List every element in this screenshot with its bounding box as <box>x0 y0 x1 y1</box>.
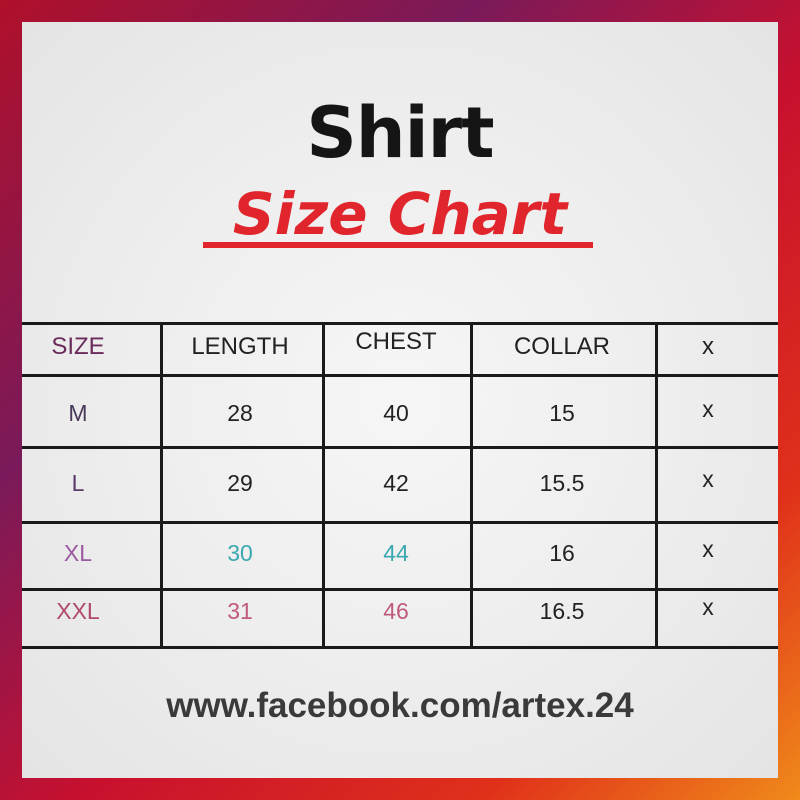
page-subtitle: Size Chart <box>232 180 568 248</box>
table-cell: 30 <box>227 540 253 566</box>
table-cell: 29 <box>227 470 253 496</box>
table-cell: XL <box>63 540 93 566</box>
page-title: Shirt <box>306 92 494 174</box>
table-column-divider <box>322 324 325 646</box>
table-cell: 42 <box>383 470 409 496</box>
table-cell: 15.5 <box>539 470 585 496</box>
table-header-cell: SIZE <box>51 333 105 360</box>
table-cell: L <box>71 470 85 496</box>
subtitle-underline <box>203 242 593 248</box>
table-cell: x <box>702 594 714 620</box>
table-cell: 44 <box>383 540 409 566</box>
table-row-divider <box>22 322 778 325</box>
table-cell: x <box>702 466 714 492</box>
table-header-cell: COLLAR <box>513 333 611 360</box>
table-row-divider <box>22 446 778 449</box>
table-column-divider <box>160 324 163 646</box>
table-header-cell: CHEST <box>355 328 437 355</box>
chart-card <box>22 22 778 778</box>
table-header-cell: x <box>702 333 714 360</box>
table-column-divider <box>470 324 473 646</box>
table-cell: M <box>68 400 88 426</box>
table-cell: XXL <box>56 598 100 624</box>
table-cell: 40 <box>383 400 409 426</box>
footer-url: www.facebook.com/artex.24 <box>166 686 634 725</box>
table-row-divider <box>22 646 778 649</box>
table-cell: x <box>702 396 714 422</box>
table-cell: 31 <box>227 598 253 624</box>
table-column-divider <box>655 324 658 646</box>
table-row-divider <box>22 588 778 591</box>
table-cell: 46 <box>383 598 409 624</box>
table-cell: x <box>702 536 714 562</box>
table-header-cell: LENGTH <box>191 333 289 360</box>
table-cell: 28 <box>227 400 253 426</box>
table-row-divider <box>22 521 778 524</box>
table-cell: 15 <box>549 400 575 426</box>
table-cell: 16.5 <box>539 598 585 624</box>
table-row-divider <box>22 374 778 377</box>
table-cell: 16 <box>549 540 575 566</box>
